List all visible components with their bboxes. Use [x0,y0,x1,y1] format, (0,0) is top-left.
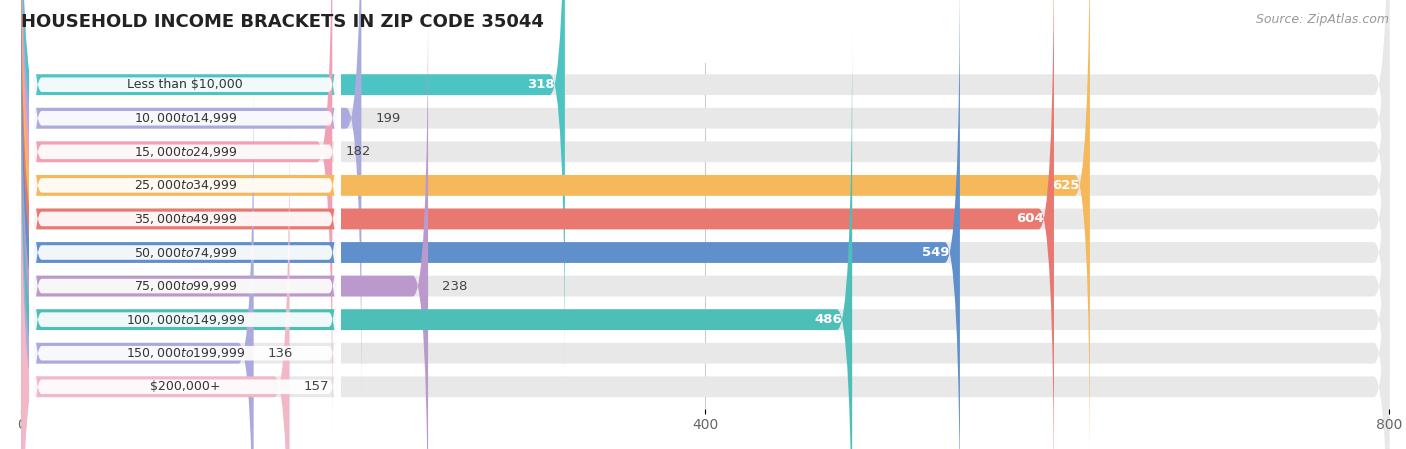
FancyBboxPatch shape [21,0,1389,449]
FancyBboxPatch shape [30,58,340,449]
FancyBboxPatch shape [21,0,1389,449]
FancyBboxPatch shape [21,0,1389,449]
FancyBboxPatch shape [30,159,340,449]
Text: $200,000+: $200,000+ [150,380,221,393]
FancyBboxPatch shape [21,62,253,449]
FancyBboxPatch shape [30,0,340,313]
FancyBboxPatch shape [21,0,1054,449]
FancyBboxPatch shape [21,0,332,444]
FancyBboxPatch shape [30,0,340,413]
Text: HOUSEHOLD INCOME BRACKETS IN ZIP CODE 35044: HOUSEHOLD INCOME BRACKETS IN ZIP CODE 35… [21,13,544,31]
FancyBboxPatch shape [21,0,1389,376]
FancyBboxPatch shape [30,25,340,449]
FancyBboxPatch shape [21,0,960,449]
Text: 182: 182 [346,145,371,158]
Text: Less than $10,000: Less than $10,000 [128,78,243,91]
Text: 486: 486 [814,313,842,326]
FancyBboxPatch shape [21,0,1389,410]
FancyBboxPatch shape [21,95,290,449]
FancyBboxPatch shape [21,0,1389,449]
Text: 199: 199 [375,112,401,125]
Text: Source: ZipAtlas.com: Source: ZipAtlas.com [1256,13,1389,26]
FancyBboxPatch shape [21,0,1090,449]
FancyBboxPatch shape [30,92,340,449]
FancyBboxPatch shape [30,0,340,447]
Text: 238: 238 [441,280,467,293]
FancyBboxPatch shape [30,0,340,379]
Text: 549: 549 [922,246,949,259]
Text: $50,000 to $74,999: $50,000 to $74,999 [134,246,238,260]
Text: 157: 157 [304,380,329,393]
FancyBboxPatch shape [21,0,565,376]
FancyBboxPatch shape [21,0,361,410]
FancyBboxPatch shape [21,95,1389,449]
Text: $100,000 to $149,999: $100,000 to $149,999 [125,313,245,326]
Text: $75,000 to $99,999: $75,000 to $99,999 [134,279,238,293]
FancyBboxPatch shape [21,28,1389,449]
FancyBboxPatch shape [30,126,340,449]
Text: $15,000 to $24,999: $15,000 to $24,999 [134,145,238,159]
Text: 625: 625 [1052,179,1080,192]
FancyBboxPatch shape [21,0,427,449]
FancyBboxPatch shape [30,0,340,346]
FancyBboxPatch shape [21,0,1389,444]
Text: 604: 604 [1017,212,1043,225]
FancyBboxPatch shape [21,62,1389,449]
FancyBboxPatch shape [21,28,852,449]
Text: $10,000 to $14,999: $10,000 to $14,999 [134,111,238,125]
Text: $25,000 to $34,999: $25,000 to $34,999 [134,178,238,192]
Text: 136: 136 [267,347,292,360]
Text: $35,000 to $49,999: $35,000 to $49,999 [134,212,238,226]
Text: $150,000 to $199,999: $150,000 to $199,999 [125,346,245,360]
Text: 318: 318 [527,78,554,91]
